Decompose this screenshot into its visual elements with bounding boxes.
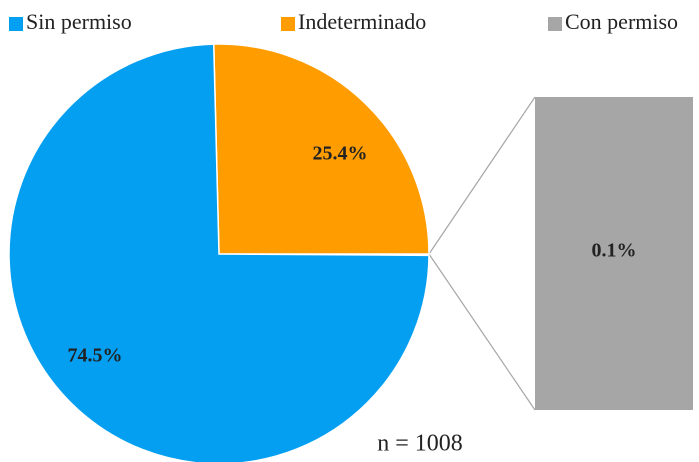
legend-swatch xyxy=(281,17,295,31)
legend-swatch xyxy=(9,17,23,31)
connector xyxy=(428,96,536,255)
legend-label: Con permiso xyxy=(565,9,678,34)
data-label: 74.5% xyxy=(68,345,123,367)
annotation: n = 1008 xyxy=(377,431,463,457)
legend-label: Indeterminado xyxy=(298,9,426,34)
legend-swatch xyxy=(548,17,562,31)
pie-slice xyxy=(212,43,430,255)
bar-segment xyxy=(535,97,693,410)
legend-label: Sin permiso xyxy=(26,9,132,34)
pie-slice xyxy=(8,43,430,462)
data-label: 0.1% xyxy=(592,240,637,262)
connector xyxy=(428,253,536,411)
data-label: 25.4% xyxy=(313,143,368,165)
